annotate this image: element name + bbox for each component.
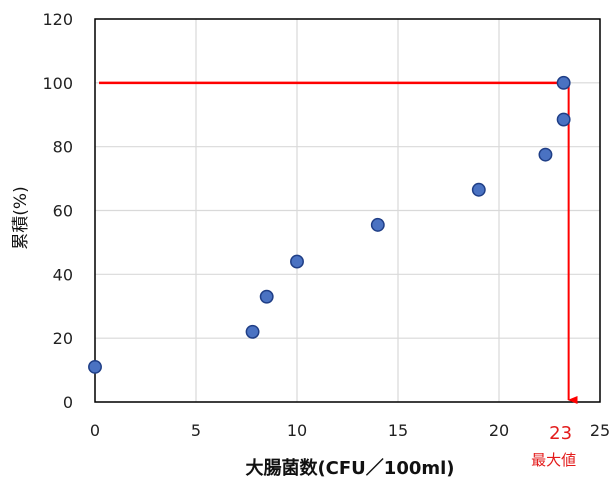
x-tick-label: 20 bbox=[489, 421, 509, 440]
data-points bbox=[88, 75, 571, 374]
data-point bbox=[556, 112, 571, 127]
y-axis-label: 累積(%) bbox=[11, 186, 31, 249]
x-tick-label: 25 bbox=[590, 421, 610, 440]
y-tick-label: 120 bbox=[42, 10, 73, 29]
max-value-annotation: 23 最大値 bbox=[99, 81, 578, 469]
y-tick-label: 40 bbox=[53, 265, 73, 284]
y-tick-label: 60 bbox=[53, 202, 73, 221]
x-tick-label: 5 bbox=[191, 421, 201, 440]
gridlines bbox=[94, 18, 601, 403]
data-point bbox=[556, 75, 571, 90]
data-point bbox=[245, 324, 260, 339]
x-axis-label: 大腸菌数(CFU／100ml) bbox=[245, 457, 454, 479]
x-tick-label: 10 bbox=[287, 421, 307, 440]
data-point bbox=[370, 217, 385, 232]
x-tick-label: 0 bbox=[90, 421, 100, 440]
x-tick-label: 15 bbox=[388, 421, 408, 440]
y-tick-label: 0 bbox=[63, 393, 73, 412]
x-tick-labels: 0 5 10 15 20 25 bbox=[90, 421, 610, 440]
data-point bbox=[88, 359, 102, 374]
data-point bbox=[538, 147, 553, 162]
plot-area-border bbox=[94, 18, 601, 403]
y-tick-label: 100 bbox=[42, 74, 73, 93]
y-tick-label: 20 bbox=[53, 329, 73, 348]
max-caption-label: 最大値 bbox=[531, 451, 576, 469]
y-tick-label: 80 bbox=[53, 138, 73, 157]
y-tick-labels: 0 20 40 60 80 100 120 bbox=[42, 10, 73, 412]
data-point bbox=[471, 182, 486, 197]
data-point bbox=[290, 254, 304, 269]
data-point bbox=[259, 289, 274, 304]
max-value-label: 23 bbox=[549, 423, 572, 444]
